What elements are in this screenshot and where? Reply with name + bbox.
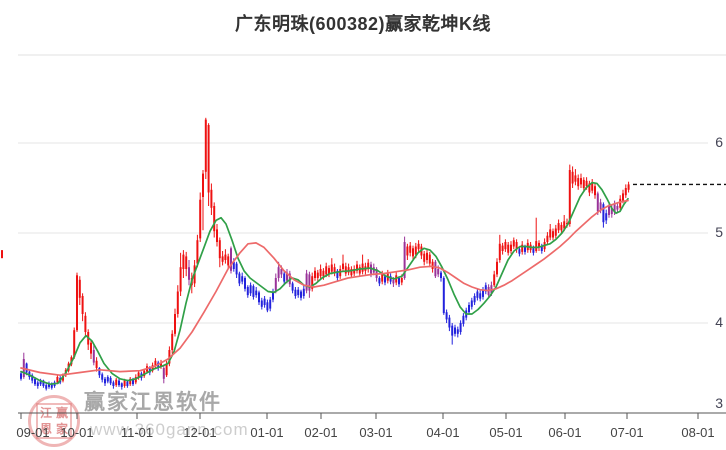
x-tick-label: 02-01 — [304, 425, 337, 440]
candles — [20, 117, 630, 391]
x-tick-label: 03-01 — [359, 425, 392, 440]
x-tick-label: 01-01 — [250, 425, 283, 440]
x-tick-label: 12-01 — [183, 425, 216, 440]
x-axis: 09-01 10-01 11-01 12-01 01-01 02-01 03-01 04-01… — [16, 412, 726, 440]
ma-long-line — [20, 199, 629, 377]
x-tick-label: 09-01 — [16, 425, 49, 440]
x-tick-label: 06-01 — [548, 425, 581, 440]
x-tick-label: 11-01 — [121, 425, 153, 440]
x-tick-label: 05-01 — [489, 425, 522, 440]
ma-short-line — [20, 181, 629, 386]
x-tick-label: 10-01 — [60, 425, 93, 440]
y-axis-labels: 6 5 4 3 — [715, 134, 723, 411]
y-tick-label: 5 — [715, 224, 723, 240]
y-tick-label: 6 — [715, 134, 723, 150]
y-tick-label: 4 — [715, 314, 723, 330]
x-tick-label: 04-01 — [426, 425, 459, 440]
x-tick-label: 08-01 — [681, 425, 714, 440]
y-tick-label: 3 — [715, 395, 723, 411]
chart-title: 广东明珠(600382)赢家乾坤K线 — [234, 14, 492, 34]
gridlines — [18, 54, 726, 324]
x-tick-label: 07-01 — [610, 425, 643, 440]
